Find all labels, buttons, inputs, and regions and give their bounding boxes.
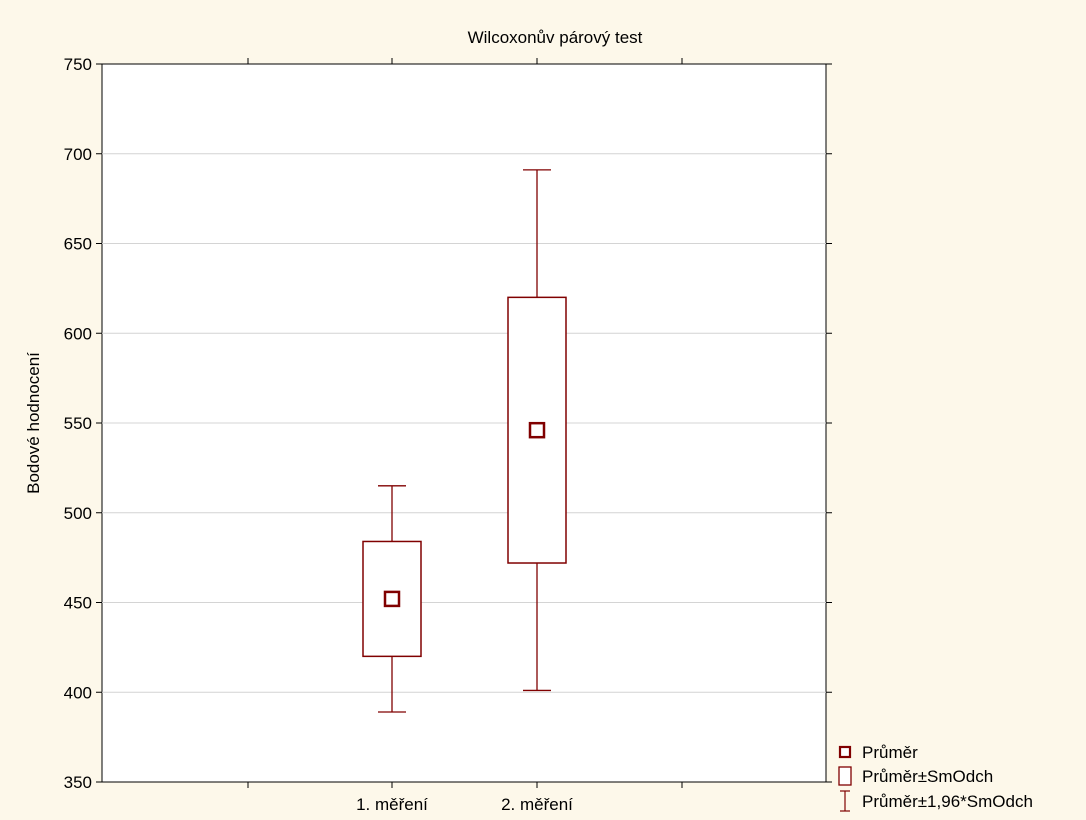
gridlines [102, 153, 826, 693]
y-tick-label: 500 [64, 504, 92, 523]
mean-marker [383, 590, 401, 608]
y-tick-label: 550 [64, 414, 92, 433]
y-tick-label: 350 [64, 773, 92, 792]
y-tick-label: 600 [64, 324, 92, 343]
data-marks [362, 169, 567, 713]
box-group [362, 485, 422, 713]
y-tick-label: 450 [64, 594, 92, 613]
x-tick-label: 2. měření [501, 795, 573, 814]
legend: Průměr Průměr±SmOdch Průměr±1,96*SmOdch [838, 743, 1033, 812]
legend-label: Průměr±1,96*SmOdch [862, 792, 1033, 811]
x-tick-label: 1. měření [356, 795, 428, 814]
chart-title: Wilcoxonův párový test [468, 28, 643, 47]
legend-box-icon [838, 766, 852, 786]
y-tick-label: 700 [64, 145, 92, 164]
y-axis-label: Bodové hodnocení [24, 352, 43, 494]
box-group [507, 169, 567, 692]
mean-marker [528, 421, 546, 439]
legend-label: Průměr [862, 743, 918, 762]
y-tick-label: 400 [64, 683, 92, 702]
legend-mean-icon [838, 745, 852, 759]
legend-label: Průměr±SmOdch [862, 767, 993, 786]
axes: 350 400 450 500 550 600 650 700 750 1. měření 2. m… [64, 55, 832, 814]
y-tick-label: 650 [64, 235, 92, 254]
y-tick-label: 750 [64, 55, 92, 74]
